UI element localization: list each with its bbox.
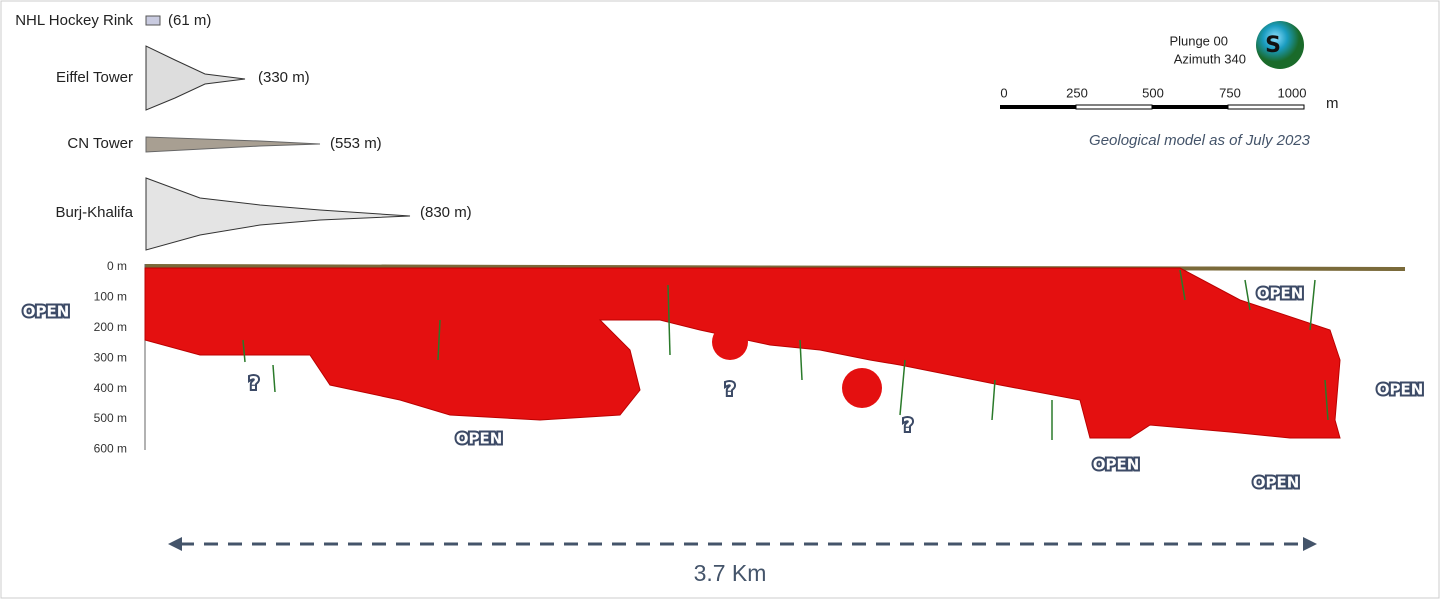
comparison-label: CN Tower: [67, 135, 133, 152]
arrow-head: [1303, 537, 1317, 551]
scale-unit: m: [1326, 95, 1339, 112]
comparison-label: NHL Hockey Rink: [15, 12, 133, 29]
burj-icon: [145, 177, 411, 251]
mineralized-body: [144, 267, 1341, 439]
open-label: OPEN: [23, 303, 70, 321]
open-label: OPEN: [1377, 381, 1424, 399]
eiffel-icon: [145, 45, 246, 111]
open-label: OPEN: [456, 430, 503, 448]
cn-icon: [145, 136, 321, 153]
scale-tick-label: 750: [1219, 85, 1241, 100]
comparison-label: Burj-Khalifa: [55, 204, 133, 221]
question-mark: ?: [725, 379, 735, 400]
scale-tick-label: 500: [1142, 85, 1164, 100]
mineralized-pod: [842, 368, 882, 408]
scale-tick-label: 1000: [1278, 85, 1307, 100]
comparison-height: (61 m): [168, 12, 211, 29]
arrow-head: [168, 537, 182, 551]
question-mark: ?: [903, 415, 913, 436]
model-note: Geological model as of July 2023: [1089, 132, 1311, 149]
question-mark: ?: [249, 373, 259, 394]
comparison-label: Eiffel Tower: [56, 69, 133, 86]
open-label: OPEN: [1253, 474, 1300, 492]
open-label: OPEN: [1257, 285, 1304, 303]
azimuth: Azimuth 340: [1174, 51, 1246, 66]
depth-label: 100 m: [94, 290, 127, 304]
depth-label: 600 m: [94, 442, 127, 456]
rink-icon: [145, 15, 161, 26]
depth-label: 400 m: [94, 381, 127, 395]
depth-label: 500 m: [94, 411, 127, 425]
comparison-height: (330 m): [258, 69, 310, 86]
comparison-height: (830 m): [420, 204, 472, 221]
depth-label: 0 m: [107, 259, 127, 273]
depth-label: 300 m: [94, 350, 127, 364]
compass-letter: S: [1265, 33, 1281, 58]
scale-tick-label: 250: [1066, 85, 1088, 100]
scale-tick-label: 0: [1000, 85, 1007, 100]
drill-holes: [242, 269, 1329, 440]
compass-sphere: [1256, 21, 1304, 69]
scale-bar: [1000, 104, 1305, 110]
depth-label: 200 m: [94, 320, 127, 334]
plunge: Plunge 00: [1169, 33, 1228, 48]
distance-label: 3.7 Km: [694, 560, 767, 586]
mineralized-pod: [712, 324, 748, 360]
open-label: OPEN: [1093, 456, 1140, 474]
comparison-height: (553 m): [330, 135, 382, 152]
